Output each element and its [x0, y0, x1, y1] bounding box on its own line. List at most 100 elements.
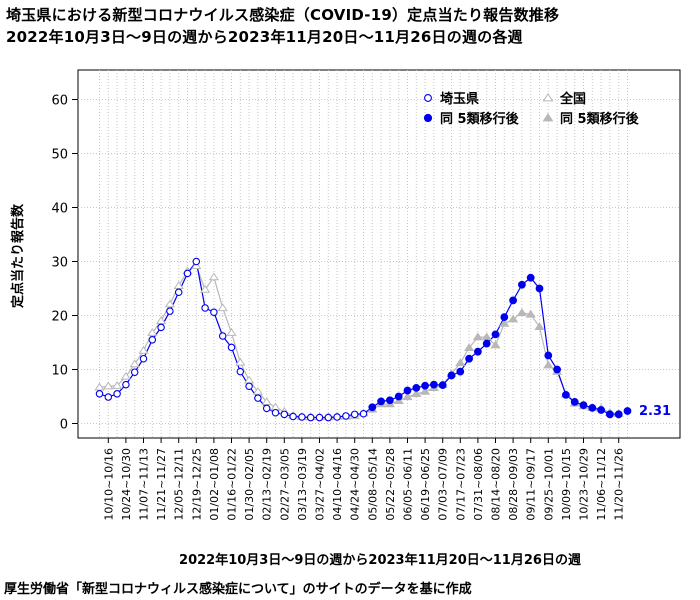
x-tick-label: 11/06~11/12	[595, 448, 608, 521]
x-tick-label: 02/27~03/05	[278, 448, 291, 521]
saitama-point	[122, 380, 130, 389]
national-post-point	[516, 308, 528, 316]
saitama-point	[306, 413, 315, 422]
saitama-post-point	[438, 381, 447, 390]
national-post-point	[507, 314, 519, 323]
national-point	[173, 281, 184, 289]
series-layer	[94, 93, 632, 422]
national-point	[208, 272, 220, 281]
national-point	[147, 328, 158, 336]
saitama-post-point	[421, 381, 430, 390]
national-post-point	[472, 332, 484, 341]
saitama-point	[201, 304, 209, 312]
saitama-post-point	[553, 365, 561, 374]
saitama-point	[254, 394, 262, 402]
saitama-post-point	[456, 367, 465, 376]
saitama-post-point	[394, 392, 403, 401]
x-tick-label: 12/05~12/11	[173, 448, 186, 521]
saitama-post-point	[535, 284, 544, 293]
saitama-point	[315, 413, 324, 422]
saitama-post-point	[386, 396, 394, 405]
saitama-post-point	[377, 397, 386, 406]
y-tick-label: 40	[51, 202, 68, 217]
national-point	[252, 386, 264, 395]
saitama-post-point	[474, 347, 482, 356]
saitama-point	[130, 368, 139, 376]
national-point	[94, 382, 105, 391]
legend-saitama-marker	[424, 94, 432, 102]
saitama-point	[333, 413, 341, 421]
plot-frame	[77, 69, 681, 439]
saitama-point	[192, 257, 201, 266]
x-tick-label: 07/31~08/06	[472, 448, 485, 521]
saitama-post-point	[412, 383, 421, 392]
saitama-point	[236, 367, 245, 376]
x-tick-label: 01/30~02/05	[243, 448, 256, 521]
saitama-post-point	[597, 406, 605, 414]
legend-saitama-post-label: 同 5類移行後	[440, 111, 520, 127]
x-tick-label: 08/28~09/03	[507, 448, 520, 521]
national-post-point	[543, 360, 554, 369]
x-tick-label: 12/19~12/25	[190, 448, 203, 521]
national-post-point	[490, 340, 501, 349]
saitama-point	[262, 404, 271, 413]
saitama-point	[166, 307, 174, 315]
national-post-point	[499, 318, 510, 327]
legend-saitama-post-marker	[423, 113, 433, 123]
saitama-post-point	[614, 410, 623, 419]
saitama-point	[350, 410, 359, 419]
national-point	[243, 375, 255, 384]
x-tick-label: 03/13~03/19	[296, 448, 309, 521]
y-tick-label: 30	[51, 256, 68, 271]
saitama-point	[280, 410, 289, 419]
saitama-point	[218, 332, 227, 340]
x-tick-label: 01/16~01/22	[226, 448, 239, 521]
saitama-point	[174, 288, 183, 297]
x-tick-label: 05/22~05/28	[384, 448, 397, 521]
saitama-point	[210, 308, 218, 317]
saitama-post-point	[465, 354, 474, 363]
saitama-point	[148, 336, 157, 344]
saitama-point	[298, 413, 306, 421]
saitama-post-point	[579, 401, 588, 410]
saitama-post-point	[518, 280, 526, 289]
saitama-point	[324, 413, 333, 422]
saitama-point	[227, 343, 236, 352]
national-post-point	[419, 386, 431, 395]
x-tick-label: 04/10~04/16	[331, 448, 344, 521]
x-axis-label: 2022年10月3日〜9日の週から2023年11月20日〜11月26日の週	[179, 553, 581, 568]
y-tick-label: 50	[51, 148, 68, 163]
legend-saitama-label: 埼玉県	[440, 91, 479, 107]
legend-national-label: 全国	[559, 91, 586, 107]
y-tick-label: 20	[51, 310, 68, 325]
y-axis: 0 10 20 30 40 50 60	[51, 94, 78, 433]
national-point	[129, 359, 140, 368]
x-tick-label: 11/20~11/26	[613, 448, 626, 521]
national-post-point	[463, 343, 475, 352]
x-tick-label: 08/14~08/20	[490, 448, 503, 521]
chart-subtitle: 2022年10月3日〜9日の週から2023年11月20日〜11月26日の週の各週	[6, 28, 523, 46]
grid-lines	[78, 70, 680, 438]
x-tick-label: 10/24~10/30	[120, 448, 133, 521]
national-point	[155, 316, 167, 325]
x-tick-label: 04/24~04/30	[349, 448, 362, 521]
saitama-point	[183, 269, 192, 278]
x-tick-label: 02/13~02/19	[261, 448, 274, 521]
y-tick-label: 0	[60, 418, 68, 433]
national-point	[191, 261, 202, 269]
x-tick-label: 11/07~11/13	[138, 448, 151, 521]
saitama-post-point	[588, 403, 597, 412]
y-axis-label: 定点当たり報告数	[10, 203, 26, 309]
legend-national-marker	[542, 93, 554, 102]
national-point	[199, 284, 211, 293]
saitama-point	[342, 412, 350, 420]
x-axis: 10/10~10/16 10/24~10/30 11/07~11/13 11/21~1…	[102, 438, 626, 521]
legend-national-post-label: 同 5類移行後	[560, 111, 640, 127]
national-post-point	[411, 389, 422, 397]
saitama-post-point	[623, 407, 632, 415]
x-tick-label: 05/08~05/14	[366, 448, 379, 521]
source-note: 厚生労働省「新型コロナウィルス感染症について」のサイトのデータを基に作成	[4, 582, 472, 597]
saitama-point	[271, 408, 280, 417]
x-tick-label: 03/27~04/02	[314, 448, 327, 521]
